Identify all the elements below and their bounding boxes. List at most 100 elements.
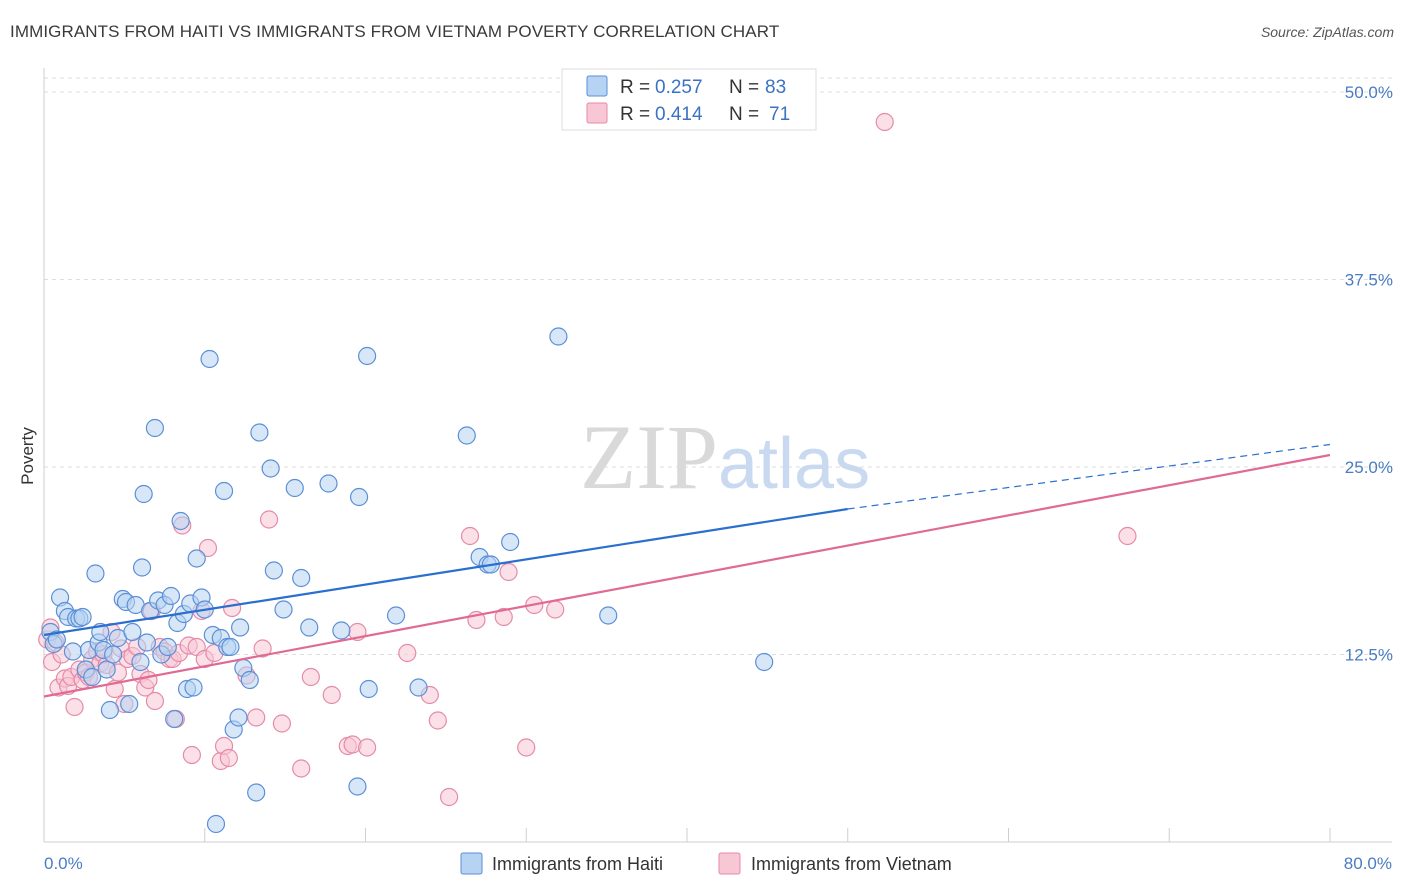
haiti-point-55	[231, 618, 250, 637]
series-legend-label-vietnam: Immigrants from Vietnam	[751, 854, 952, 874]
vietnam-point-68	[494, 607, 513, 627]
vietnam-point-72	[517, 738, 536, 757]
haiti-point-68	[349, 487, 369, 507]
haiti-point-67	[332, 621, 351, 640]
series-legend-label-haiti: Immigrants from Haiti	[492, 854, 663, 874]
haiti-point-58	[247, 783, 266, 802]
haiti-point-24	[123, 622, 142, 642]
haiti-point-82	[131, 652, 150, 672]
series-legend: Immigrants from Haiti Immigrants from Vi…	[460, 852, 952, 875]
haiti-point-65	[300, 618, 319, 637]
y-tick-label-2: 25.0%	[1345, 458, 1393, 477]
axes	[43, 68, 1392, 843]
vietnam-point-61	[358, 738, 377, 757]
y-axis-title: Poverty	[18, 427, 37, 485]
haiti-point-50	[214, 481, 234, 501]
haiti-point-62	[274, 600, 293, 619]
vietnam-point-55	[292, 759, 311, 778]
legend-r-value-haiti: 0.257	[655, 77, 703, 98]
haiti-point-81	[348, 777, 367, 796]
watermark-zip: ZIP	[580, 406, 718, 508]
vietnam-point-52	[253, 639, 272, 658]
legend-r-label-haiti: R =	[620, 77, 650, 98]
haiti-point-17	[97, 660, 116, 679]
legend-n-value-haiti: 83	[765, 77, 786, 98]
haiti-point-43	[187, 549, 206, 568]
haiti-point-72	[409, 678, 428, 697]
vietnam-point-73	[875, 112, 894, 132]
vietnam-point-9	[65, 697, 84, 717]
vietnam-point-49	[222, 598, 242, 618]
haiti-trend-line	[43, 507, 848, 637]
haiti-point-60	[261, 459, 280, 478]
haiti-point-69	[358, 346, 377, 366]
legend-swatch-vietnam	[586, 102, 608, 124]
haiti-point-36	[165, 709, 184, 729]
vietnam-point-62	[398, 643, 417, 663]
haiti-point-57	[240, 670, 259, 690]
series-legend-swatch-haiti	[460, 852, 483, 875]
vietnam-point-44	[198, 538, 218, 558]
y-tick-labels: 50.0% 37.5% 25.0% 12.5%	[1345, 83, 1393, 665]
haiti-point-12	[83, 667, 102, 687]
vietnam-point-40	[182, 745, 201, 765]
legend-n-label-haiti: N =	[729, 77, 759, 98]
haiti-point-48	[206, 814, 226, 834]
source-label: Source: ZipAtlas.com	[1260, 24, 1394, 40]
vietnam-point-74	[1118, 526, 1137, 546]
haiti-point-63	[285, 478, 304, 498]
legend-n-label-vietnam: N =	[729, 104, 759, 125]
legend-n-value-vietnam: 71	[769, 104, 790, 125]
trend-lines	[43, 443, 1331, 698]
haiti-point-64	[292, 568, 311, 588]
haiti-point-54	[229, 708, 248, 727]
vietnam-point-54	[272, 714, 292, 733]
haiti-point-18	[100, 700, 120, 720]
haiti-point-19	[104, 645, 123, 664]
haiti-point-70	[359, 679, 378, 699]
x-tick-label-min: 0.0%	[44, 854, 83, 873]
chart-title: IMMIGRANTS FROM HAITI VS IMMIGRANTS FROM…	[10, 22, 780, 41]
haiti-point-27	[134, 484, 153, 504]
legend-swatch-haiti	[586, 75, 608, 97]
x-ticks	[43, 828, 1331, 842]
stats-legend: R = 0.257 N = 83 R = 0.414 N = 71	[561, 68, 817, 131]
vietnam-point-69	[499, 562, 518, 582]
legend-r-label-vietnam: R =	[620, 104, 650, 125]
haiti-point-46	[200, 349, 219, 369]
vietnam-point-51	[247, 708, 266, 727]
haiti-point-30	[145, 418, 165, 438]
haiti-point-61	[264, 561, 283, 580]
vietnam-point-71	[546, 600, 565, 619]
haiti-point-73	[457, 426, 476, 445]
gridlines	[44, 77, 1392, 655]
legend-r-value-vietnam: 0.414	[655, 104, 703, 125]
series-legend-swatch-vietnam	[718, 852, 741, 875]
y-tick-label-1: 37.5%	[1345, 271, 1393, 290]
watermark: ZIP atlas	[580, 406, 870, 508]
haiti-point-26	[132, 558, 152, 577]
haiti-points	[41, 327, 774, 834]
haiti-point-42	[184, 678, 203, 697]
haiti-point-13	[86, 564, 105, 583]
haiti-trend-extension	[847, 443, 1331, 510]
x-tick-label-max: 80.0%	[1344, 854, 1392, 873]
haiti-point-66	[319, 474, 338, 493]
haiti-point-52	[221, 637, 240, 657]
haiti-point-78	[549, 327, 568, 346]
watermark-atlas: atlas	[718, 424, 870, 504]
vietnam-point-31	[145, 691, 165, 711]
haiti-point-28	[137, 633, 156, 652]
vietnam-point-29	[139, 670, 158, 690]
haiti-point-6	[63, 642, 83, 661]
haiti-point-77	[501, 532, 520, 552]
haiti-point-79	[599, 606, 618, 625]
haiti-point-23	[120, 694, 139, 714]
haiti-point-59	[250, 423, 269, 442]
y-tick-label-0: 50.0%	[1345, 83, 1393, 102]
vietnam-point-56	[301, 667, 320, 687]
vietnam-point-48	[219, 748, 238, 768]
haiti-point-71	[386, 606, 406, 625]
haiti-point-38	[171, 511, 190, 531]
